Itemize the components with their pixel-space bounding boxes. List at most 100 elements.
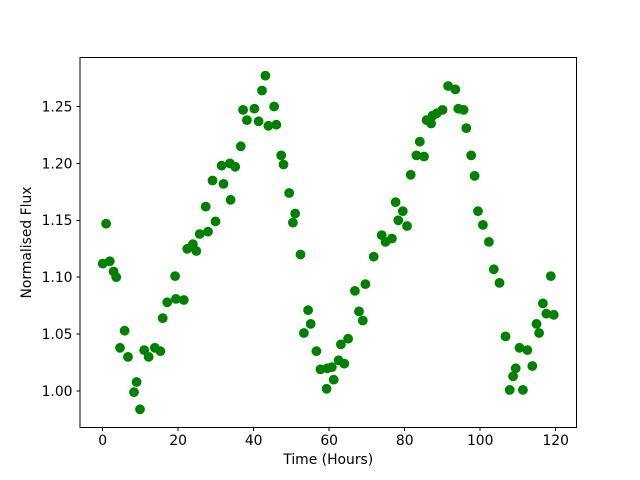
data-point (129, 387, 139, 398)
data-point (171, 294, 181, 304)
data-point (119, 325, 130, 336)
data-point (494, 278, 505, 288)
data-point (354, 306, 364, 317)
y-tick-label: 1.05 (42, 327, 73, 343)
data-point (458, 105, 469, 115)
data-point (305, 319, 316, 329)
data-point (426, 118, 436, 129)
data-point (402, 221, 412, 231)
y-tick-label: 1.00 (42, 384, 73, 400)
data-point (414, 136, 425, 147)
data-point (157, 313, 168, 324)
data-point (326, 362, 337, 373)
data-point (504, 385, 515, 395)
data-point (218, 179, 229, 189)
data-point (238, 105, 249, 115)
data-point (336, 339, 346, 350)
y-tick-label: 1.15 (42, 213, 73, 229)
y-axis-label: Normalised Flux (19, 186, 35, 298)
data-point (104, 256, 115, 267)
x-tick-label: 60 (320, 433, 338, 449)
data-point (387, 233, 397, 244)
data-point (522, 345, 533, 355)
data-point (343, 333, 353, 344)
x-axis-label: Time (Hours) (282, 452, 373, 468)
data-point (249, 103, 260, 114)
x-tick-label: 80 (396, 433, 414, 449)
data-point (225, 194, 236, 205)
data-point (461, 123, 472, 133)
x-tick-label: 40 (245, 433, 263, 449)
data-point (203, 226, 213, 237)
data-point (191, 246, 202, 256)
data-point (350, 286, 360, 296)
data-point (260, 70, 271, 81)
tick-layer: 0 20 40 60 80 100 120 1.00 1.05 1.10 1.15 1.20 1.25 (42, 99, 569, 449)
data-point (368, 251, 379, 262)
data-point (111, 272, 122, 283)
data-point (393, 215, 404, 226)
data-point (242, 115, 252, 125)
data-point (135, 404, 145, 415)
data-point (131, 377, 142, 387)
data-point (207, 175, 218, 186)
data-point (510, 363, 521, 374)
data-point (162, 297, 173, 308)
data-point (178, 295, 189, 305)
data-point (405, 169, 416, 180)
data-point (230, 161, 241, 172)
data-point (284, 188, 295, 198)
data-point (545, 271, 556, 281)
data-point (478, 220, 488, 230)
data-point (473, 206, 483, 217)
data-point (328, 374, 339, 385)
x-tick-label: 0 (98, 433, 107, 449)
data-point (123, 352, 133, 362)
data-point (235, 141, 246, 152)
y-tick-label: 1.10 (42, 270, 73, 286)
data-point (311, 346, 322, 357)
data-point (288, 217, 298, 228)
data-point (339, 358, 350, 369)
data-point (397, 206, 408, 217)
axes-box (79, 57, 577, 428)
data-point (390, 197, 401, 208)
data-point (276, 150, 287, 161)
data-point (200, 201, 211, 212)
data-point (216, 160, 227, 171)
data-point (295, 249, 306, 260)
data-point (466, 150, 477, 161)
x-tick-label: 20 (169, 433, 187, 449)
data-point (278, 159, 289, 170)
data-point (257, 85, 267, 96)
y-tick-label: 1.20 (42, 156, 73, 172)
data-point (527, 361, 538, 371)
data-point (450, 84, 461, 95)
data-point (194, 229, 205, 239)
data-point (321, 383, 332, 394)
data-point (143, 352, 154, 362)
data-point (299, 328, 309, 338)
data-point (518, 385, 528, 395)
data-point (170, 271, 181, 281)
data-point (500, 331, 511, 342)
data-point (210, 216, 221, 227)
data-point (115, 342, 125, 353)
data-point (437, 105, 448, 115)
data-point (534, 328, 544, 338)
data-point (263, 120, 274, 131)
data-point (484, 237, 494, 247)
data-point (411, 150, 422, 161)
data-point (357, 315, 368, 326)
data-point (290, 208, 301, 219)
data-point (538, 298, 548, 309)
data-point (419, 151, 429, 162)
data-point (488, 264, 499, 275)
data-point (269, 101, 279, 112)
data-point (541, 308, 552, 319)
data-point (469, 171, 480, 181)
data-points-layer (97, 70, 559, 415)
data-point (271, 119, 282, 130)
